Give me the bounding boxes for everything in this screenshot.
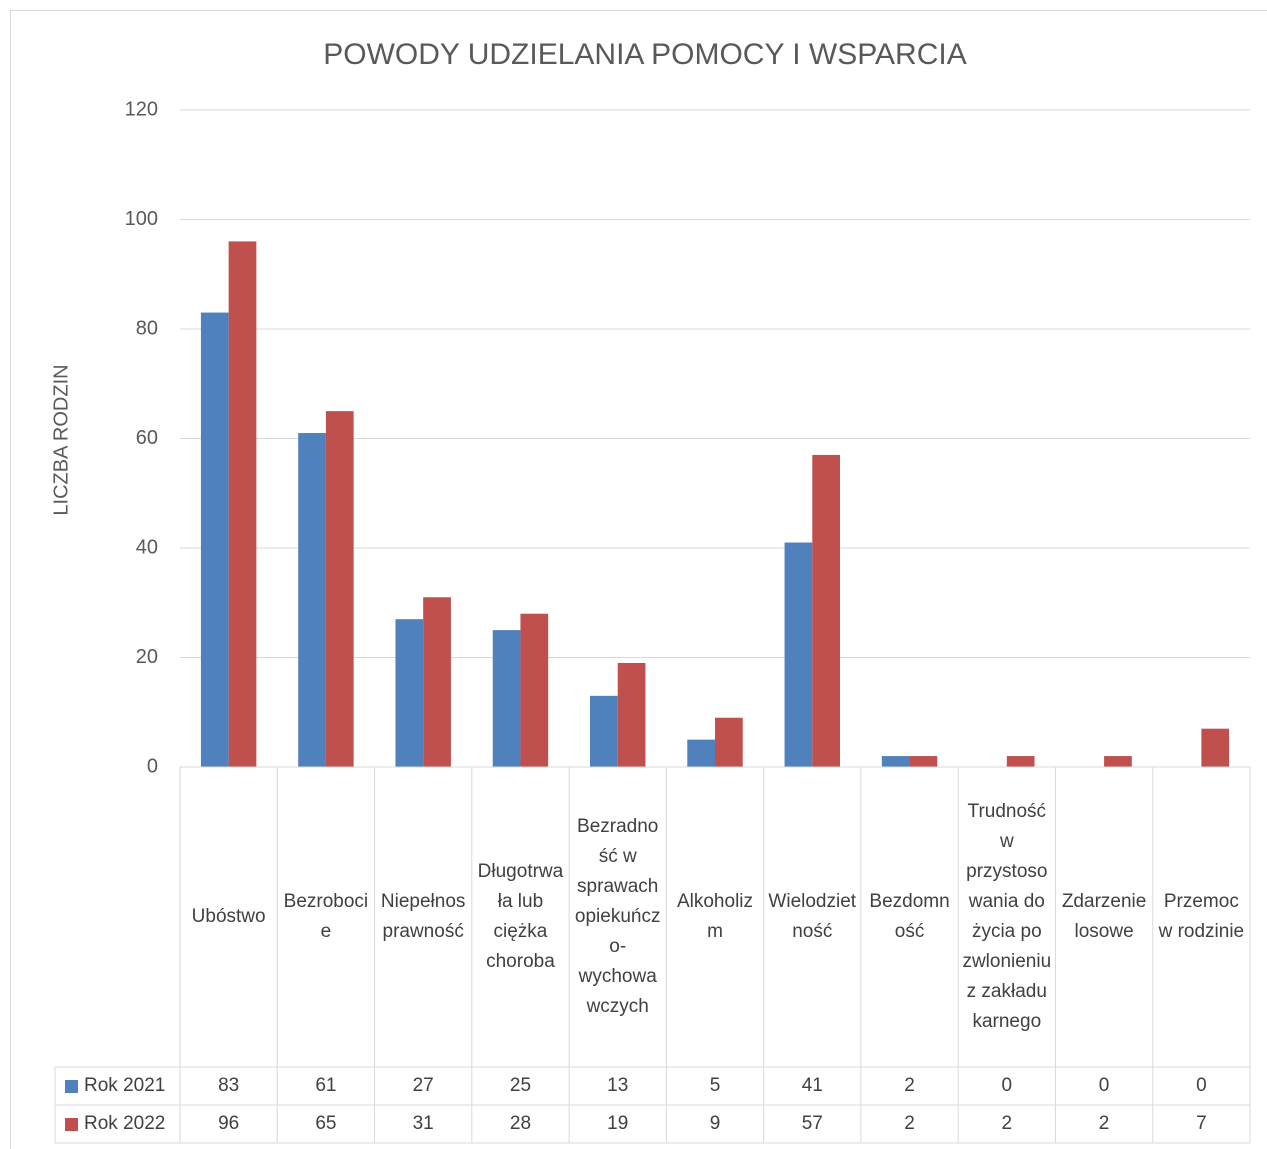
table-value: 27 [412,1075,434,1096]
category-label: Bezradność w sprawach opiekuńczo-wychowa… [574,816,661,1017]
bar [590,695,618,767]
bar [200,312,229,767]
category-label: Ubóstwo [191,906,266,927]
category-label: Zdarzenie losowe [1061,891,1147,942]
category-label: Długotrwała lub ciężka choroba [477,861,564,972]
table-value: 25 [509,1075,532,1096]
table-value: 9 [709,1113,721,1134]
y-axis-label: LICZBA RODZIN [50,364,72,515]
legend-swatch [65,1117,78,1131]
legend-entry: Rok 2022 [55,1105,180,1143]
bar [325,411,354,767]
y-tick-label: 60 [136,427,158,449]
bar [1006,756,1035,767]
chart-title: POWODY UDZIELANIA POMOCY I WSPARCIA [323,38,966,71]
y-tick-label: 120 [125,98,158,120]
table-value: 83 [218,1075,240,1096]
table-value: 2 [1098,1113,1110,1134]
table-value: 65 [315,1113,337,1134]
table-value: 41 [801,1075,823,1096]
y-tick-label: 40 [136,536,158,558]
category-label: Bezrobocie [283,891,369,942]
table-value: 2 [904,1075,915,1096]
table-value: 13 [607,1075,629,1096]
table-value: 31 [412,1113,434,1134]
bar [298,433,326,767]
y-tick-label: 0 [147,755,158,777]
category-label: Niepełnosprawność [380,891,466,942]
category-label: Alkoholizm [676,891,754,942]
table-value: 2 [904,1113,915,1134]
bar [909,756,938,767]
bar [687,739,715,767]
bar [881,756,910,767]
bar [492,630,521,767]
y-tick-label: 100 [125,208,158,230]
bar [520,613,549,767]
bar [784,542,813,767]
bar [228,241,257,767]
category-label: Wielodzietność [768,891,857,942]
bar [423,597,451,767]
bar [617,662,646,767]
table-value: 0 [1098,1075,1110,1096]
table-value: 28 [509,1113,532,1134]
table-value: 96 [218,1113,240,1134]
table-value: 57 [801,1113,823,1134]
table-value: 0 [1001,1075,1013,1096]
legend-label: Rok 2022 [84,1113,166,1134]
bar [715,717,743,767]
chart-border [10,10,1267,1149]
table-value: 61 [315,1075,337,1096]
category-label: Przemoc w rodzinie [1158,891,1245,942]
legend-label: Rok 2021 [84,1075,166,1096]
y-tick-label: 80 [136,317,158,339]
table-value: 19 [607,1113,629,1134]
bar [812,454,840,767]
legend-swatch [65,1079,78,1093]
y-tick-label: 20 [136,646,158,668]
table-value: 2 [1001,1113,1013,1134]
table-value: 5 [709,1075,721,1096]
bar [1201,728,1230,767]
bar [395,619,424,767]
table-value: 7 [1196,1113,1207,1134]
bar [1104,756,1132,767]
category-label: Bezdomność [869,891,950,942]
category-label: Trudność w przystosowania do życia po zw… [962,801,1052,1032]
table-value: 0 [1196,1075,1207,1096]
legend-entry: Rok 2021 [55,1067,180,1105]
